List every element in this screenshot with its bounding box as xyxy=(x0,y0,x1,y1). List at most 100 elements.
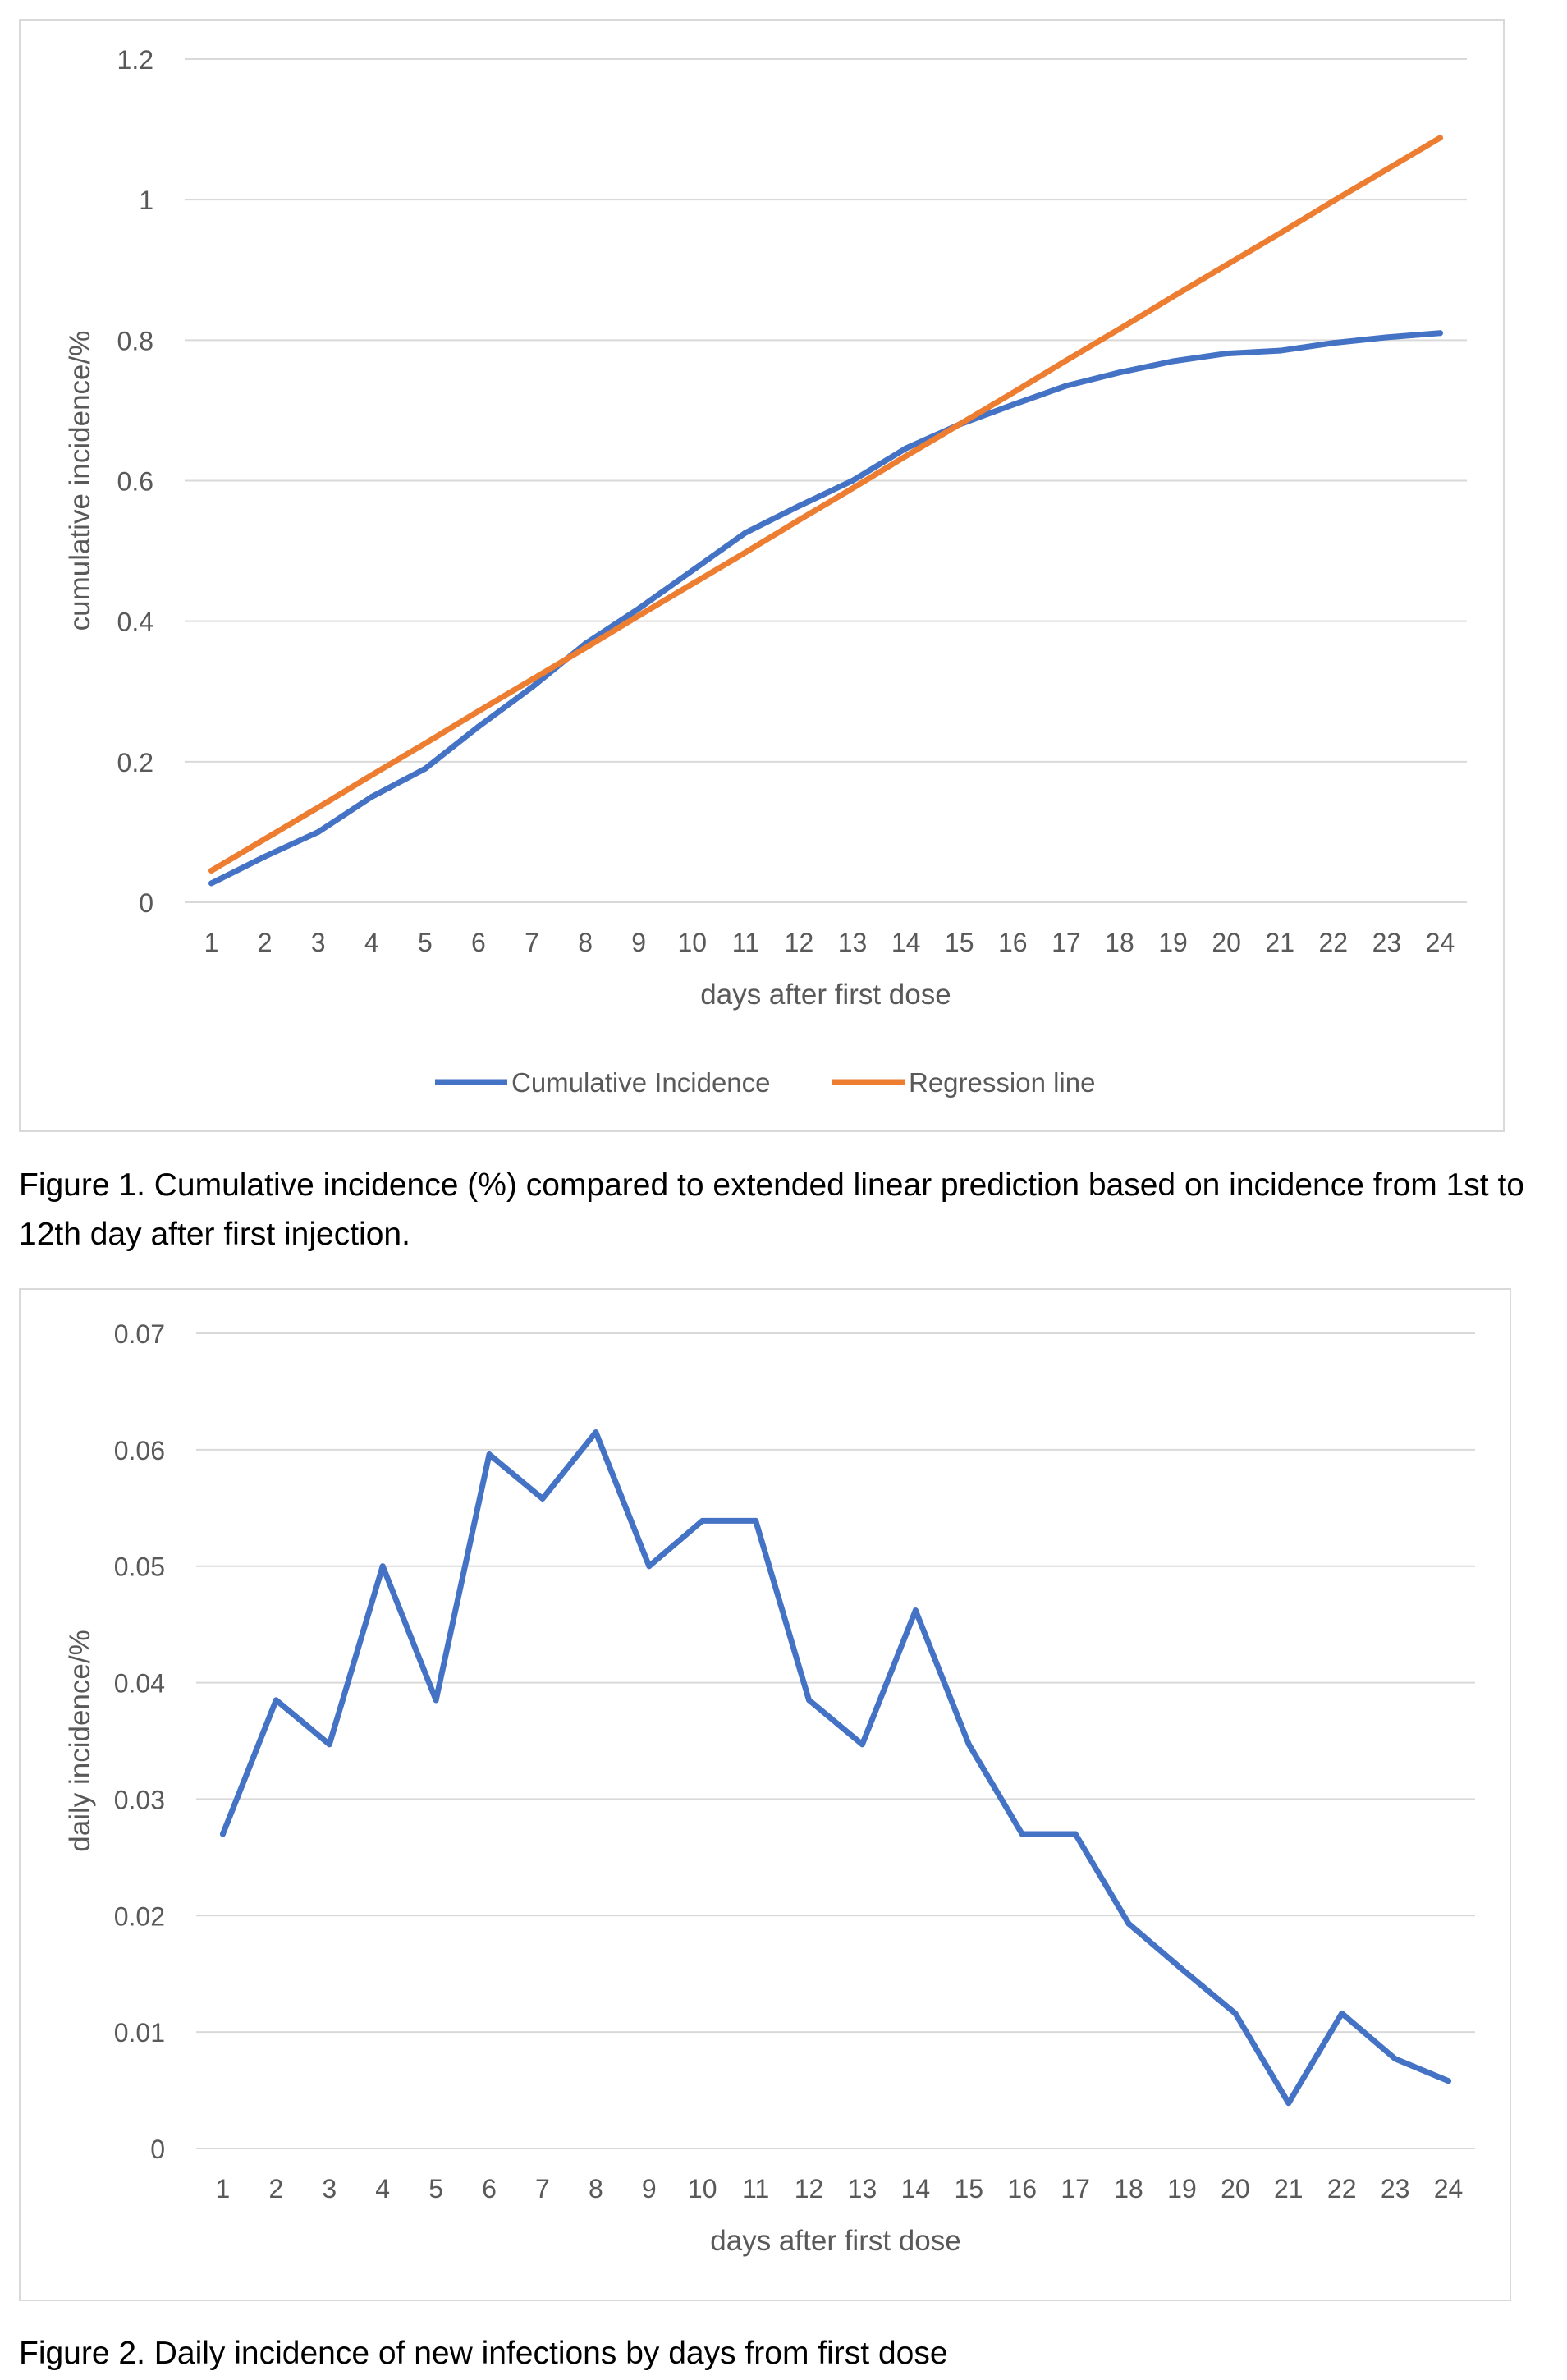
data-point xyxy=(1383,166,1390,172)
x-tick-label: 4 xyxy=(364,928,379,957)
y-tick-label: 0 xyxy=(150,2135,165,2164)
x-axis-title: days after first dose xyxy=(700,979,951,1011)
y-tick-label: 0.01 xyxy=(114,2018,165,2048)
data-point xyxy=(742,530,749,536)
data-point xyxy=(379,1563,386,1570)
data-point xyxy=(1125,1920,1132,1927)
data-point xyxy=(1116,369,1123,376)
x-tick-label: 6 xyxy=(482,2174,497,2203)
x-tick-label: 16 xyxy=(1007,2174,1037,2203)
x-axis-title: days after first dose xyxy=(710,2225,960,2257)
x-tick-label: 13 xyxy=(838,928,868,957)
y-axis-title: cumulative incidence/% xyxy=(64,331,96,631)
x-tick-label: 22 xyxy=(1318,928,1348,957)
data-point xyxy=(1392,2056,1399,2062)
data-point xyxy=(1436,330,1443,337)
data-point xyxy=(795,502,802,509)
x-tick-label: 24 xyxy=(1434,2174,1464,2203)
x-tick-label: 1 xyxy=(216,2174,231,2203)
data-point xyxy=(369,772,375,778)
y-tick-label: 0.04 xyxy=(114,1669,165,1699)
data-point xyxy=(1436,135,1443,141)
x-tick-label: 14 xyxy=(901,2174,931,2203)
x-tick-label: 19 xyxy=(1158,928,1188,957)
y-tick-label: 0.8 xyxy=(117,326,153,355)
x-tick-label: 23 xyxy=(1381,2174,1410,2203)
x-tick-label: 14 xyxy=(891,928,921,957)
data-point xyxy=(1285,2100,1292,2107)
data-point xyxy=(965,1741,972,1748)
x-tick-label: 12 xyxy=(795,2174,824,2203)
data-point xyxy=(262,853,268,860)
legend-label: Cumulative Incidence xyxy=(511,1067,771,1098)
series-line-1 xyxy=(208,330,1443,887)
data-point xyxy=(1383,334,1390,341)
x-tick-label: 10 xyxy=(677,928,707,957)
y-tick-label: 0 xyxy=(139,888,153,918)
x-tick-label: 15 xyxy=(945,928,974,957)
data-point xyxy=(219,1831,226,1837)
x-tick-label: 10 xyxy=(688,2174,717,2203)
x-tick-label: 7 xyxy=(525,928,539,957)
figure-1-svg: 00.20.40.60.811.21 2 3 4 5 6 7 8 9 10 11 12 13 14 15 16… xyxy=(64,45,1467,1098)
x-tick-label: 5 xyxy=(418,928,433,957)
data-point xyxy=(1276,230,1283,236)
x-tick-label: 22 xyxy=(1327,2174,1357,2203)
data-point xyxy=(1223,351,1230,357)
x-tick-label: 4 xyxy=(375,2174,390,2203)
data-point xyxy=(806,1697,813,1704)
x-tick-label: 19 xyxy=(1167,2174,1197,2203)
x-tick-label: 13 xyxy=(848,2174,877,2203)
data-point xyxy=(208,880,215,887)
data-point xyxy=(1330,340,1336,346)
y-tick-label: 0.2 xyxy=(117,748,153,777)
figure-2-caption: Figure 2. Daily incidence of new infecti… xyxy=(19,2336,948,2371)
data-point xyxy=(795,516,802,523)
x-tick-label: 12 xyxy=(785,928,814,957)
data-point xyxy=(1019,1831,1025,1837)
data-point xyxy=(1116,326,1123,332)
x-tick-label: 17 xyxy=(1061,2174,1090,2203)
data-point xyxy=(326,1741,332,1748)
x-tick-label: 8 xyxy=(589,2174,603,2203)
y-tick-label: 0.02 xyxy=(114,1901,165,1931)
data-point xyxy=(850,478,856,484)
data-point xyxy=(1072,1831,1079,1837)
x-tick-label: 17 xyxy=(1052,928,1081,957)
data-point xyxy=(475,708,482,714)
data-point xyxy=(903,445,910,452)
data-point xyxy=(433,1697,439,1704)
legend-label: Regression line xyxy=(909,1067,1095,1098)
data-point xyxy=(1010,390,1016,397)
x-tick-label: 11 xyxy=(742,2174,769,2203)
data-point xyxy=(689,567,695,574)
x-tick-label: 16 xyxy=(998,928,1028,957)
figure-1-caption: Figure 1. Cumulative incidence (%) compa… xyxy=(19,1167,1524,1252)
x-tick-label: 7 xyxy=(535,2174,550,2203)
data-point xyxy=(699,1517,706,1524)
y-tick-label: 1 xyxy=(139,186,153,215)
y-tick-label: 0.6 xyxy=(117,467,153,497)
data-point xyxy=(1223,262,1230,268)
data-point xyxy=(753,1517,759,1524)
x-tick-label: 18 xyxy=(1114,2174,1143,2203)
x-tick-label: 2 xyxy=(268,2174,283,2203)
x-tick-label: 21 xyxy=(1274,2174,1304,2203)
data-point xyxy=(262,836,268,842)
y-tick-label: 1.2 xyxy=(117,45,153,75)
data-point xyxy=(1170,293,1176,300)
data-point xyxy=(1330,198,1336,204)
figure-2-chart: 0 0.01 0.02 0.03 0.04 0.05 0.06 0.07 1 2 3 4 5 6 7 8 9 10… xyxy=(19,1288,1511,2301)
data-point xyxy=(1010,401,1016,408)
x-tick-label: 23 xyxy=(1372,928,1402,957)
x-tick-label: 18 xyxy=(1105,928,1134,957)
x-tick-label: 20 xyxy=(1221,2174,1250,2203)
data-point xyxy=(593,1429,599,1436)
data-point xyxy=(1063,357,1070,364)
data-point xyxy=(1276,347,1283,354)
data-point xyxy=(582,644,589,651)
data-point xyxy=(859,1741,865,1748)
data-point xyxy=(1232,2010,1239,2016)
y-tick-label: 0.05 xyxy=(114,1552,165,1582)
data-point xyxy=(422,741,428,747)
